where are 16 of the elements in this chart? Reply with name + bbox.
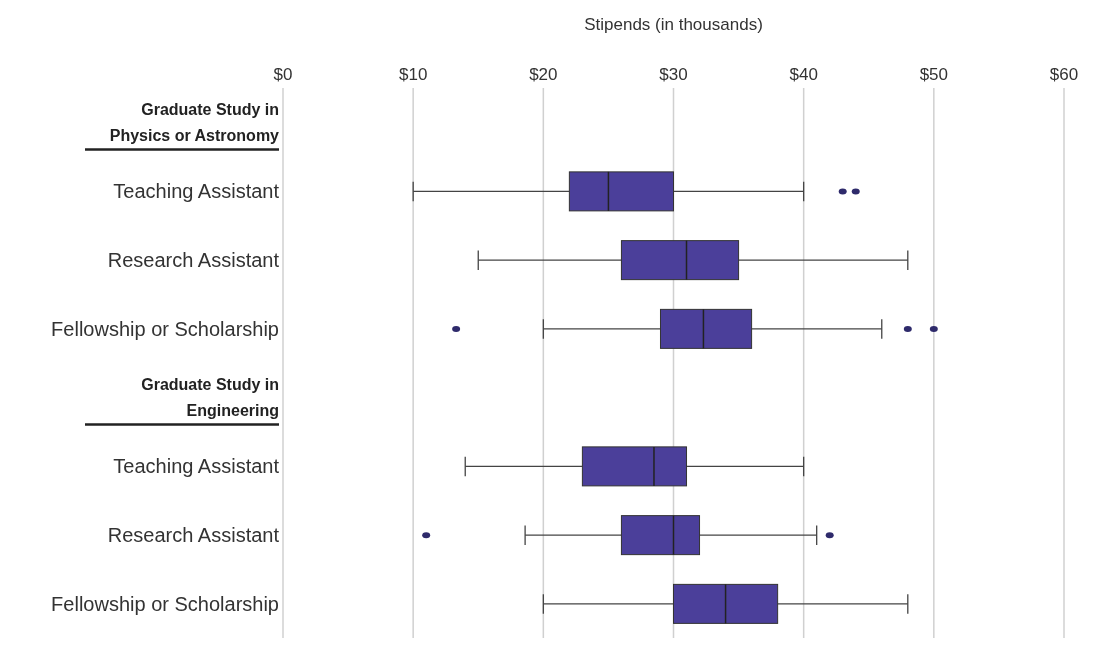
y-tick-label: Teaching Assistant	[113, 455, 280, 478]
x-tick-label: $40	[789, 65, 818, 84]
y-tick-label: Research Assistant	[107, 248, 280, 271]
x-tick-label: $0	[273, 65, 293, 84]
x-tick-label: $10	[398, 65, 428, 84]
y-tick-label: Graduate Study in Engineering	[141, 375, 279, 419]
y-tick-label: Research Assistant	[107, 523, 280, 546]
y-tick-label: Fellowship or Scholarship	[51, 592, 279, 615]
x-tick-label: $60	[1049, 65, 1079, 84]
y-tick-label: Fellowship or Scholarship	[51, 317, 279, 340]
y-tick-label: Teaching Assistant	[113, 180, 280, 203]
y-tick-label: Graduate Study in Physics or Astronomy	[109, 100, 280, 144]
x-tick-label: $30	[659, 65, 688, 84]
x-axis-title: Stipends (in thousands)	[584, 15, 763, 35]
x-tick-label: $50	[919, 65, 949, 84]
x-tick-label: $20	[529, 65, 558, 84]
